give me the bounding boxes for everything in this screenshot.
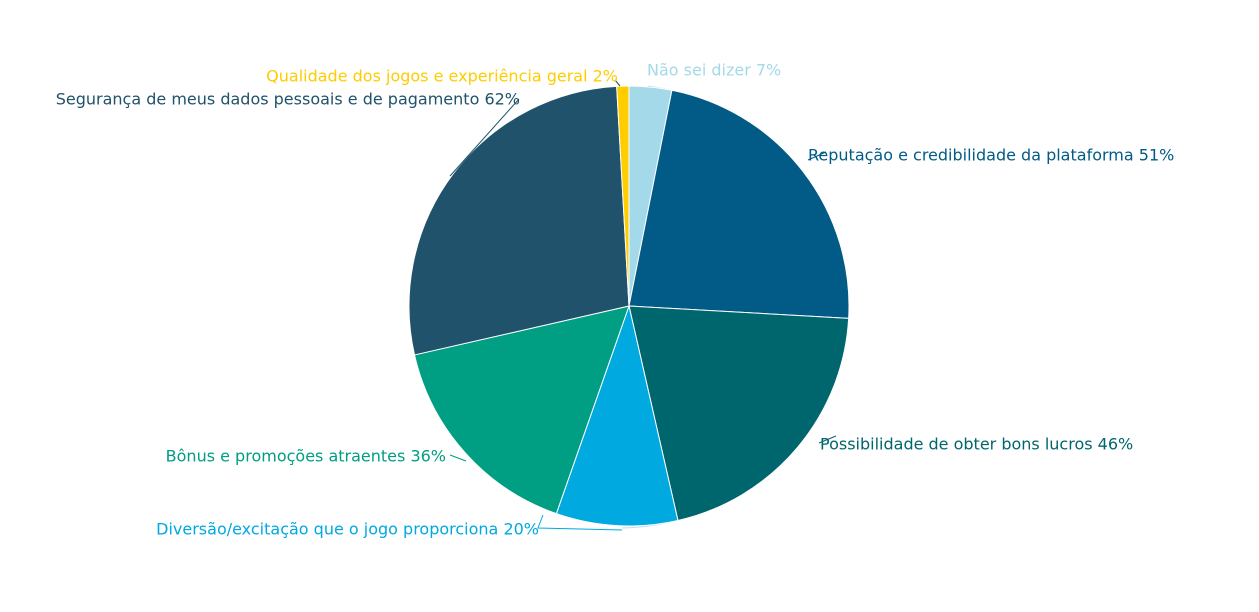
label-diversao-excitacao-que-o-jogo-proporciona: Diversão/excitação que o jogo proporcion… [156,520,539,539]
slice-labels: Não sei dizer 7% Reputação e credibilidad… [56,61,1175,539]
pie-slice-reputacao-e-credibilidade-da-plataforma [628,89,850,319]
leader-line-diversao-excitacao-que-o-jogo-proporciona [537,514,623,531]
leader-line-reputacao-e-credibilidade-da-plataforma [807,151,827,161]
pie-slice-seguranca-de-meus-dados-pessoais-e-de-pagamento [408,85,630,356]
leader-line-possibilidade-de-obter-bons-lucros [818,435,837,444]
leader-line-qualidade-dos-jogos-e-experiencia-geral [614,79,621,87]
pie-slice-possibilidade-de-obter-bons-lucros [628,305,850,522]
pie-slice-qualidade-dos-jogos-e-experiencia-geral [616,85,630,307]
pie-slice-diversao-excitacao-que-o-jogo-proporciona [555,304,679,527]
label-bonus-e-promocoes-atraentes: Bônus e promoções atraentes 36% [166,447,446,466]
label-nao-sei-dizer: Não sei dizer 7% [647,61,781,80]
label-possibilidade-de-obter-bons-lucros: Possibilidade de obter bons lucros 46% [820,435,1133,454]
pie-slices [408,85,850,527]
leader-line-seguranca-de-meus-dados-pessoais-e-de-pagamento [449,98,520,177]
label-reputacao-e-credibilidade-da-plataforma: Reputação e credibilidade da plataforma … [808,146,1174,165]
label-seguranca-de-meus-dados-pessoais-e-de-pagamento: Segurança de meus dados pessoais e de pa… [56,90,520,109]
leader-lines [449,79,837,531]
pie-slice-bonus-e-promocoes-atraentes [413,305,630,515]
leader-line-bonus-e-promocoes-atraentes [449,454,467,462]
label-qualidade-dos-jogos-e-experiencia-geral: Qualidade dos jogos e experiência geral … [266,67,618,86]
